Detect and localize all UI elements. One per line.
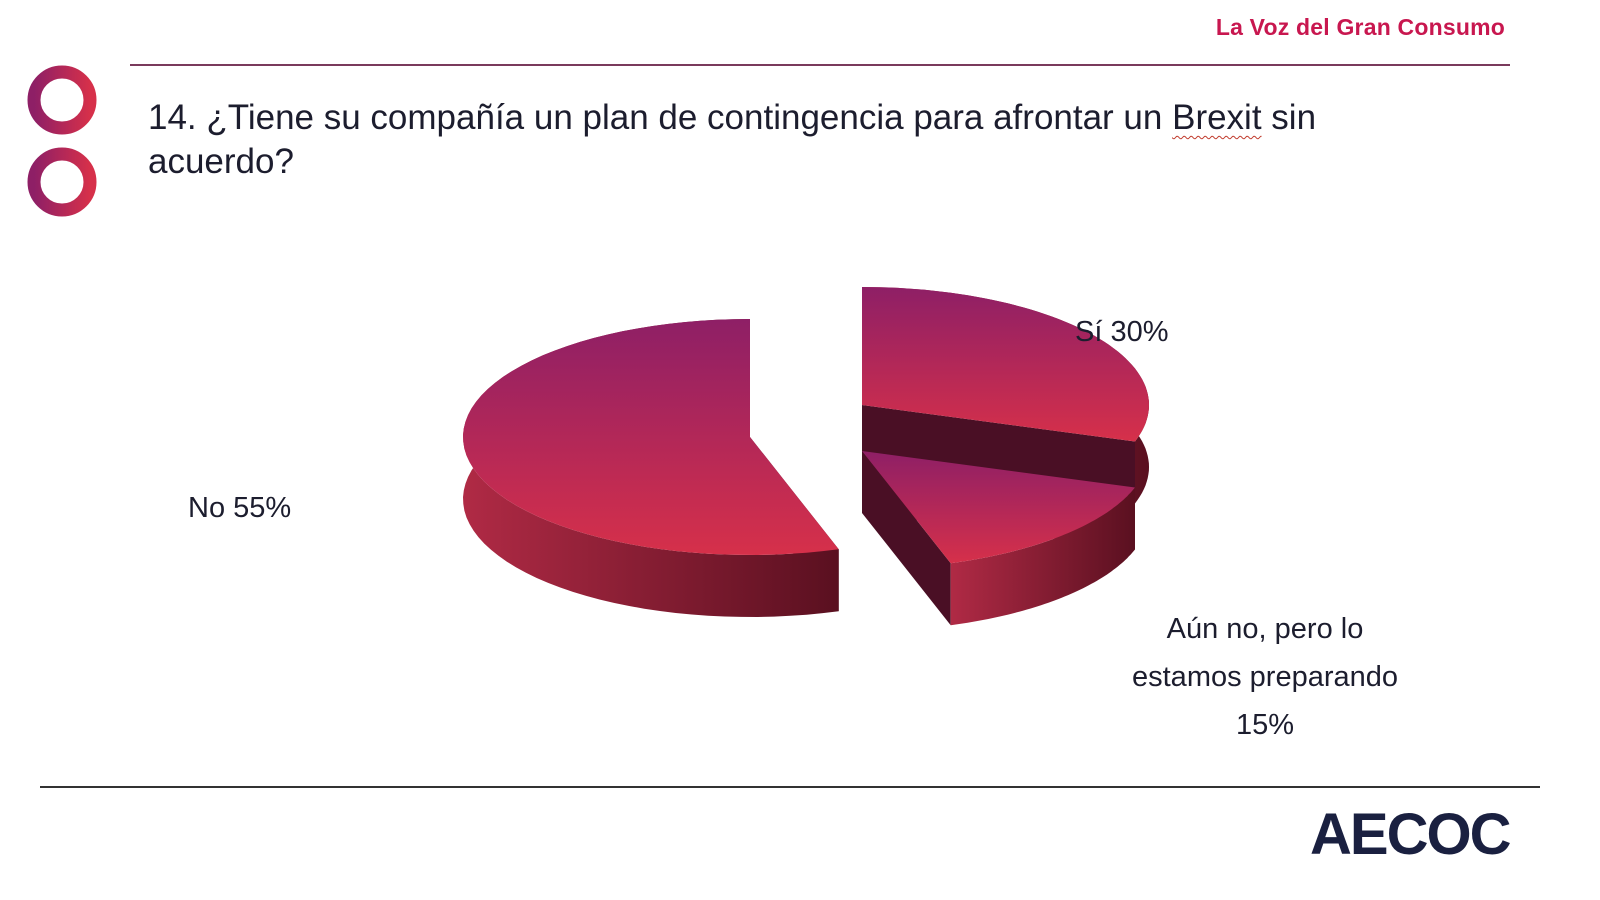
question-title: 14. ¿Tiene su compañía un plan de contin…: [148, 98, 1317, 181]
pie-slice-side-wall: [950, 487, 1135, 626]
pie-slice-top-face: [862, 287, 1149, 442]
data-label-no: No 55%: [188, 492, 292, 524]
data-label-aun-no: Aún no, pero lo estamos preparando 15%: [1132, 613, 1398, 741]
aecoc-logo: AECOC: [1310, 802, 1513, 867]
pie-slice-no: [463, 319, 839, 617]
header-divider: [130, 64, 1510, 66]
brand-title: La Voz del Gran Consumo: [1215, 14, 1505, 40]
footer-divider: [40, 786, 1540, 788]
pie-slice-radial-wall: [862, 451, 951, 626]
svg-text:AECOC: AECOC: [1310, 802, 1511, 867]
pie-slice-top-face: [862, 451, 1135, 564]
data-label-si: Sí 30%: [1075, 316, 1169, 348]
pie-slice-aun-no: [862, 451, 1135, 626]
pie-slice-top-face: [463, 319, 839, 555]
ring-decoration-icon: [27, 147, 97, 217]
ring-decoration-icon: [27, 65, 97, 135]
